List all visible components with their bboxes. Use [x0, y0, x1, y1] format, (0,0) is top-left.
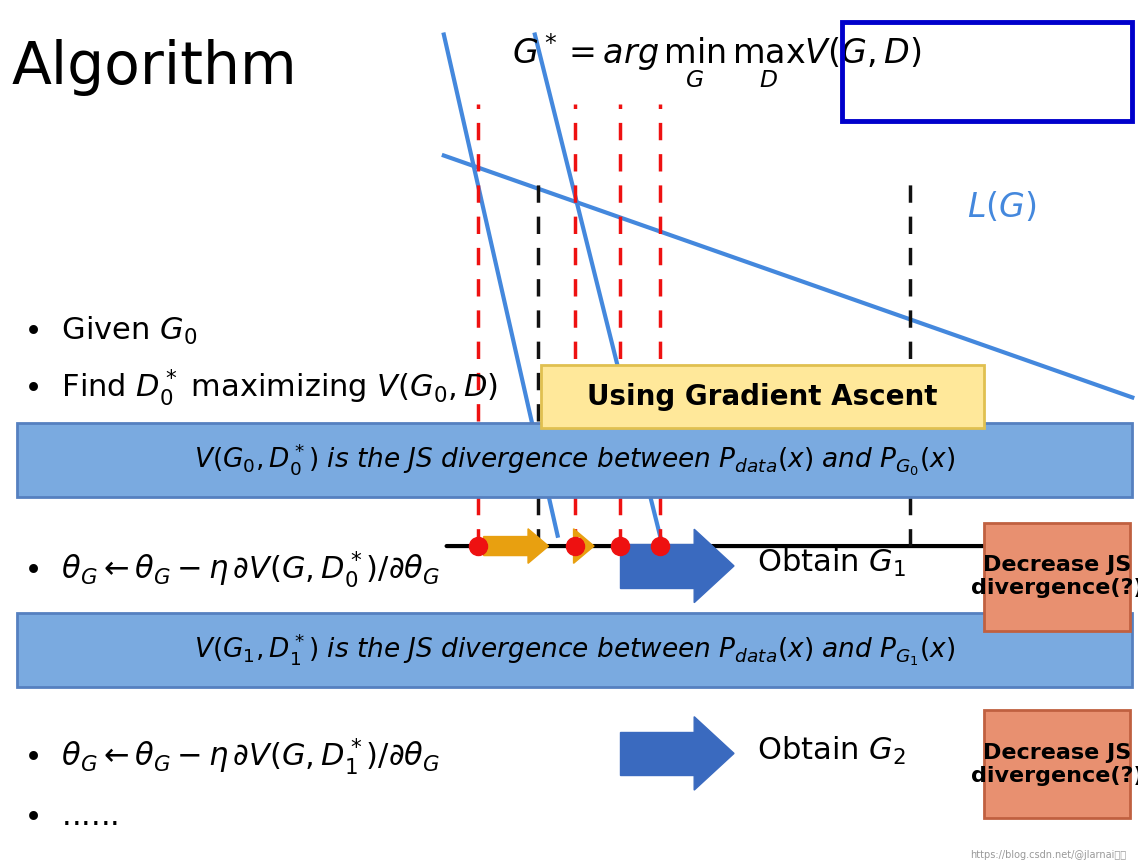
Text: Obtain $G_2$: Obtain $G_2$ [757, 734, 906, 767]
Polygon shape [694, 717, 734, 790]
Text: Using Gradient Ascent: Using Gradient Ascent [587, 383, 938, 410]
Text: $V(G_0, D_0^*)$ is the JS divergence between $P_{data}(x)$ and $P_{G_0}(x)$: $V(G_0, D_0^*)$ is the JS divergence bet… [195, 442, 955, 478]
FancyBboxPatch shape [984, 523, 1130, 631]
Text: Decrease JS
divergence(?): Decrease JS divergence(?) [971, 743, 1138, 786]
Polygon shape [694, 529, 734, 603]
Bar [620, 732, 694, 775]
FancyBboxPatch shape [17, 423, 1132, 497]
FancyBboxPatch shape [541, 365, 984, 428]
Text: $L(G)$: $L(G)$ [966, 190, 1037, 225]
Text: $G^* = arg\,\min_{G}\,\max_{D} V(G,D)$: $G^* = arg\,\min_{G}\,\max_{D} V(G,D)$ [512, 31, 922, 90]
Text: $\bullet$  Find $D_1^*$ maximizing $V(G_1, D)$: $\bullet$ Find $D_1^*$ maximizing $V(G_1… [23, 618, 498, 658]
Text: Decrease JS
divergence(?): Decrease JS divergence(?) [971, 555, 1138, 598]
Text: $V(G_1, D_1^*)$ is the JS divergence between $P_{data}(x)$ and $P_{G_1}(x)$: $V(G_1, D_1^*)$ is the JS divergence bet… [195, 632, 955, 668]
Text: $\bullet$  Given $G_0$: $\bullet$ Given $G_0$ [23, 315, 197, 347]
Text: $\bullet$  $\theta_G \leftarrow \theta_G - \eta\, \partial V(G, D_1^*)/\partial\: $\bullet$ $\theta_G \leftarrow \theta_G … [23, 736, 440, 777]
Text: Algorithm: Algorithm [11, 39, 297, 96]
FancyArrow shape [484, 529, 549, 563]
Text: $\bullet$  Find $D_0^*$ maximizing $V(G_0, D)$: $\bullet$ Find $D_0^*$ maximizing $V(G_0… [23, 367, 498, 408]
Text: Obtain $G_1$: Obtain $G_1$ [757, 547, 906, 580]
Text: https://blog.csdn.net/@jlarnai赵若: https://blog.csdn.net/@jlarnai赵若 [971, 849, 1127, 860]
Bar [620, 544, 694, 588]
FancyBboxPatch shape [984, 710, 1130, 818]
Text: $\bullet$  ......: $\bullet$ ...... [23, 802, 118, 831]
Text: $\bullet$  $\theta_G \leftarrow \theta_G - \eta\, \partial V(G, D_0^*)/\partial\: $\bullet$ $\theta_G \leftarrow \theta_G … [23, 549, 440, 589]
FancyBboxPatch shape [17, 613, 1132, 687]
FancyArrow shape [574, 529, 594, 563]
